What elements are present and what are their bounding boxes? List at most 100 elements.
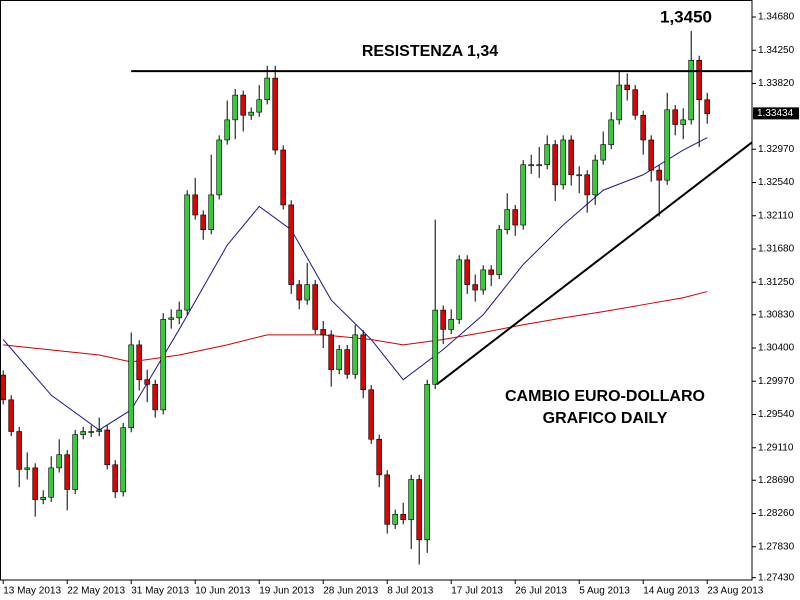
candle-body [480, 269, 487, 291]
candle-body [376, 438, 383, 476]
candle-body [448, 319, 455, 330]
candle-body [56, 454, 63, 469]
candle-body [664, 109, 671, 181]
y-tick-label: 1.34250 [758, 45, 795, 56]
annotation: 1,3450 [660, 7, 712, 26]
last-price-label: 1.33434 [757, 108, 794, 119]
y-tick-label: 1.32110 [758, 210, 794, 221]
y-tick-label: 1.33820 [758, 78, 795, 89]
x-tick-label: 26 Jul 2013 [515, 586, 567, 597]
candle-body [552, 144, 559, 186]
y-tick-label: 1.29110 [758, 442, 794, 453]
candle-body [360, 334, 367, 391]
candle-body [344, 349, 351, 375]
y-tick-label: 1.29540 [758, 409, 795, 420]
candle-body [424, 384, 431, 541]
candle-body [624, 84, 631, 91]
candle-body [136, 344, 142, 381]
candle-body [688, 60, 695, 121]
candle-body [288, 204, 295, 285]
x-tick-label: 28 Jun 2013 [323, 586, 378, 597]
candle-body [272, 77, 279, 151]
candle-body [584, 174, 591, 196]
y-tick-label: 1.30830 [758, 309, 795, 320]
x-tick-label: 22 May 2013 [67, 586, 125, 597]
y-tick-label: 1.27430 [758, 572, 795, 583]
candle-body [240, 94, 246, 116]
candle-body [96, 429, 102, 432]
x-tick-label: 23 Aug 2013 [707, 586, 764, 597]
candle-body [648, 139, 655, 171]
candle-body [464, 259, 471, 285]
candle-body [64, 454, 70, 490]
last-price-box [753, 107, 799, 120]
candle-body [704, 99, 711, 114]
candle-body [328, 334, 335, 370]
candle-body [456, 259, 463, 320]
candle-body [24, 467, 31, 470]
x-tick-label: 19 Jun 2013 [259, 586, 314, 597]
candle-body [336, 349, 343, 370]
candle-body [400, 513, 407, 520]
candle-body [8, 399, 14, 432]
y-tick-label: 1.29970 [758, 376, 795, 387]
x-tick-label: 8 Jul 2013 [387, 586, 434, 597]
candle-body [120, 427, 126, 493]
candle-body [104, 429, 110, 466]
x-tick-label: 14 Aug 2013 [643, 586, 700, 597]
candle-body [160, 319, 166, 411]
x-tick-label: 10 Jun 2013 [195, 586, 250, 597]
candle-body [504, 209, 511, 230]
trend-line [436, 141, 753, 386]
candle-body [536, 164, 543, 167]
candle-body [440, 309, 447, 330]
candle-body [320, 329, 327, 336]
candle-body [232, 94, 238, 121]
candle-body [408, 479, 415, 520]
candle-body [384, 474, 391, 525]
candle-body [176, 309, 182, 319]
candle-body [72, 434, 78, 490]
y-tick-label: 1.31680 [758, 244, 795, 255]
candle-body [48, 467, 55, 498]
candle-body [392, 513, 399, 525]
candle-body [208, 194, 214, 230]
y-tick-label: 1.30400 [758, 343, 795, 354]
candle-body [184, 194, 190, 311]
candle-body [128, 344, 134, 428]
candle-body [16, 431, 23, 470]
candle-body [576, 174, 583, 177]
candle-body [560, 139, 567, 186]
candle-body [672, 109, 679, 125]
candle-body [256, 99, 263, 113]
candle-body [312, 284, 319, 330]
candle-body [520, 164, 527, 226]
candle-body [616, 84, 623, 121]
annotation: GRAFICO DAILY [543, 410, 668, 427]
candle-body [264, 77, 271, 101]
y-tick-label: 1.28690 [758, 475, 795, 486]
candle-body [112, 464, 118, 493]
candle-body [496, 229, 503, 275]
x-tick-label: 17 Jul 2013 [451, 586, 503, 597]
candle-body [632, 89, 639, 116]
candle-body [472, 284, 479, 291]
x-tick-label: 31 May 2013 [131, 586, 189, 597]
candle-body [296, 284, 303, 301]
candle-body [144, 379, 150, 385]
candle-body [0, 374, 6, 401]
candle-body [40, 496, 47, 500]
candle-body [192, 194, 198, 216]
candle-body [512, 209, 519, 226]
x-tick-label: 13 May 2013 [3, 586, 61, 597]
y-tick-label: 1.27830 [758, 541, 795, 552]
candle-body [432, 309, 439, 385]
candle-body [608, 119, 615, 145]
annotation: CAMBIO EURO-DOLLARO [505, 388, 705, 405]
y-tick-label: 1.32540 [758, 177, 795, 188]
annotation: RESISTENZA 1,34 [362, 43, 498, 60]
candle-body [528, 164, 535, 167]
y-tick-label: 1.32970 [758, 144, 795, 155]
